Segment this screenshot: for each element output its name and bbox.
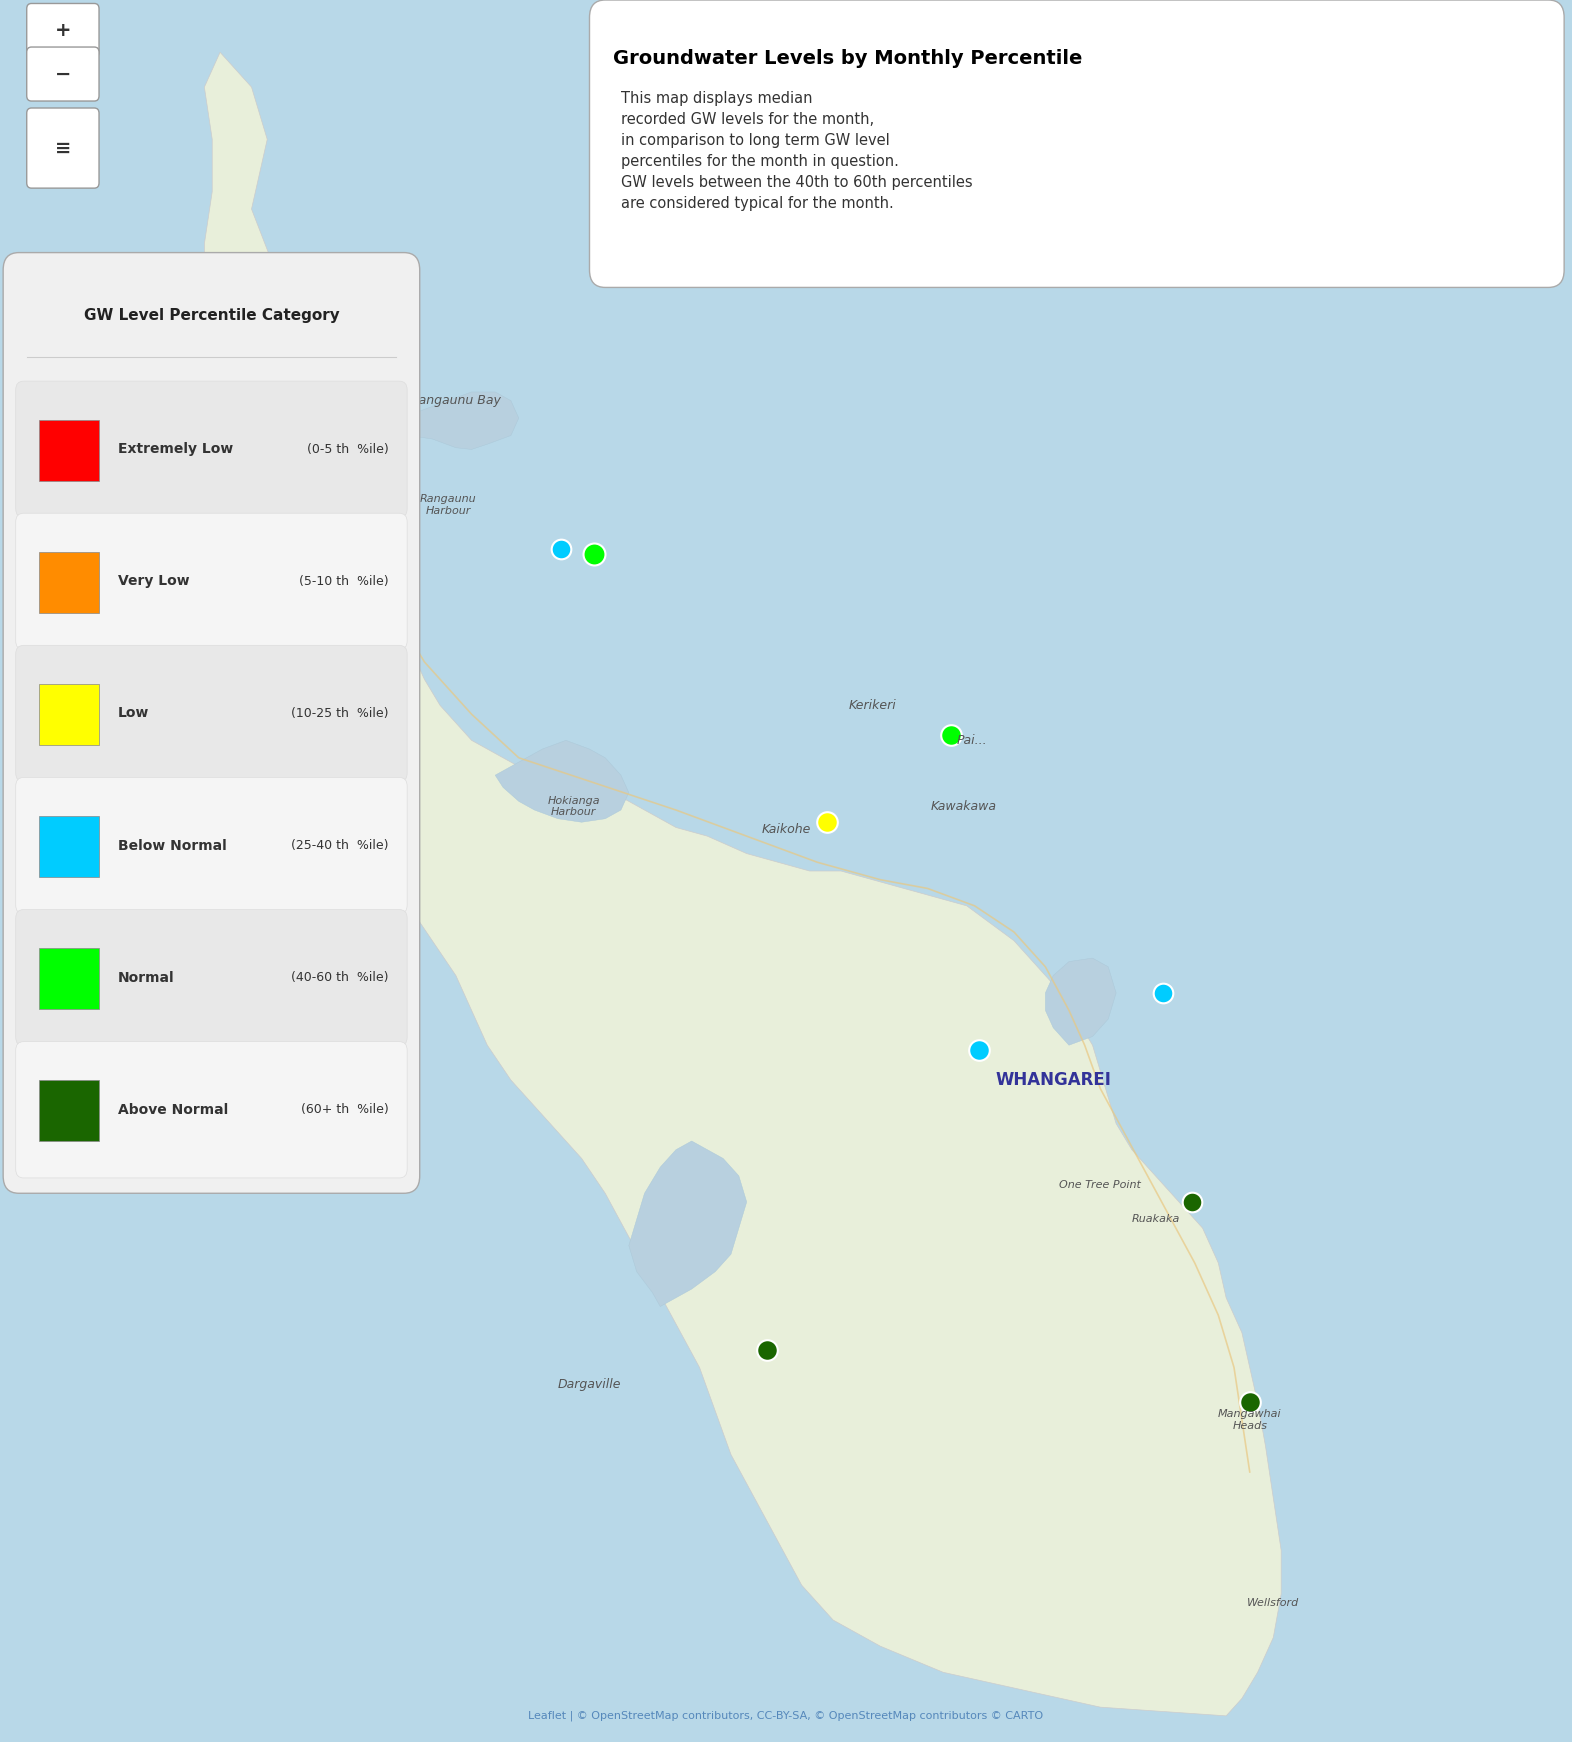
FancyBboxPatch shape [39, 420, 99, 481]
Text: Kaikohe: Kaikohe [761, 822, 811, 836]
Text: GW Level Percentile Category: GW Level Percentile Category [83, 308, 340, 324]
Point [755, 1336, 780, 1364]
FancyBboxPatch shape [590, 0, 1564, 287]
FancyBboxPatch shape [27, 47, 99, 101]
FancyBboxPatch shape [16, 645, 407, 782]
Point [582, 540, 607, 568]
Text: Low: Low [118, 707, 149, 721]
Polygon shape [369, 392, 519, 449]
Text: Extremely Low: Extremely Low [118, 442, 233, 456]
Text: This map displays median
recorded GW levels for the month,
in comparison to long: This map displays median recorded GW lev… [621, 91, 973, 211]
Point [938, 721, 964, 749]
FancyBboxPatch shape [16, 777, 407, 915]
Text: WHANGAREI: WHANGAREI [995, 1071, 1111, 1089]
Polygon shape [204, 52, 1281, 1716]
FancyBboxPatch shape [27, 108, 99, 188]
Text: Wellsford: Wellsford [1247, 1597, 1300, 1608]
FancyBboxPatch shape [39, 815, 99, 876]
Text: Normal: Normal [118, 970, 174, 984]
Point [814, 808, 839, 836]
Text: −: − [55, 64, 71, 84]
Text: Very Low: Very Low [118, 575, 190, 589]
Text: (0-5 th  %ile): (0-5 th %ile) [307, 442, 388, 456]
Text: Groundwater Levels by Monthly Percentile: Groundwater Levels by Monthly Percentile [613, 49, 1083, 68]
Text: Dargaville: Dargaville [558, 1378, 621, 1392]
FancyBboxPatch shape [3, 253, 420, 1193]
FancyBboxPatch shape [39, 685, 99, 746]
Text: Below Normal: Below Normal [118, 838, 226, 852]
Text: Ruakaka: Ruakaka [1132, 1214, 1179, 1225]
Text: (40-60 th  %ile): (40-60 th %ile) [291, 972, 388, 984]
Polygon shape [495, 740, 629, 822]
Text: Kaitaia: Kaitaia [292, 594, 336, 608]
Point [549, 535, 574, 563]
Text: Mangawhai
Heads: Mangawhai Heads [1218, 1409, 1281, 1430]
FancyBboxPatch shape [39, 1080, 99, 1141]
Polygon shape [1045, 958, 1116, 1045]
Text: (10-25 th  %ile): (10-25 th %ile) [291, 707, 388, 719]
FancyBboxPatch shape [39, 552, 99, 613]
Text: Leaflet | © OpenStreetMap contributors, CC-BY-SA, © OpenStreetMap contributors ©: Leaflet | © OpenStreetMap contributors, … [528, 1711, 1044, 1721]
Text: Rangaunu Bay: Rangaunu Bay [410, 394, 501, 408]
Point [263, 430, 288, 458]
Text: Kawakawa: Kawakawa [931, 800, 997, 814]
Text: Rangaunu
Harbour: Rangaunu Harbour [420, 495, 476, 516]
Point [1179, 1188, 1204, 1216]
Text: ≡: ≡ [55, 139, 71, 157]
Text: (5-10 th  %ile): (5-10 th %ile) [299, 575, 388, 587]
Text: Hokianga
Harbour: Hokianga Harbour [547, 796, 601, 817]
FancyBboxPatch shape [39, 948, 99, 1009]
FancyBboxPatch shape [16, 514, 407, 650]
FancyBboxPatch shape [16, 909, 407, 1045]
Point [1237, 1388, 1262, 1416]
Text: Above Normal: Above Normal [118, 1103, 228, 1117]
FancyBboxPatch shape [16, 1042, 407, 1178]
FancyBboxPatch shape [27, 3, 99, 57]
Text: (25-40 th  %ile): (25-40 th %ile) [291, 840, 388, 852]
Text: (60+ th  %ile): (60+ th %ile) [300, 1103, 388, 1117]
Polygon shape [629, 1141, 747, 1306]
Point [1151, 979, 1176, 1007]
Text: +: + [55, 21, 71, 40]
FancyBboxPatch shape [16, 381, 407, 517]
Point [967, 1036, 992, 1064]
Text: Kerikeri: Kerikeri [849, 699, 896, 712]
Text: Pai...: Pai... [956, 733, 987, 747]
Text: One Tree Point: One Tree Point [1060, 1179, 1141, 1190]
